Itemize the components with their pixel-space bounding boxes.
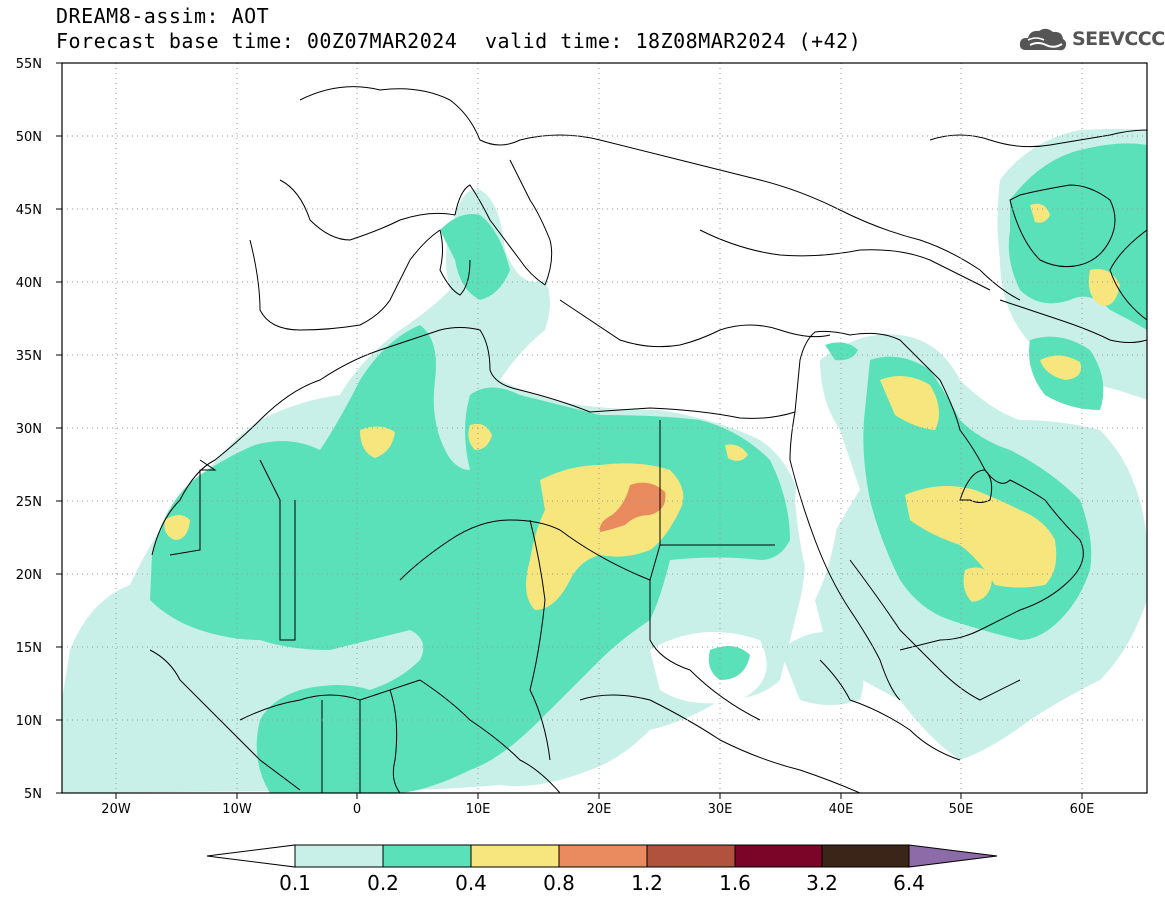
colorbar-label: 0.8 [543,871,575,895]
lat-label: 20N [16,568,42,583]
aot-contour-0.8 [599,482,666,532]
colorbar-label: 0.1 [279,871,311,895]
lat-label: 40N [16,276,42,291]
colorbar-cell [470,844,560,868]
colorbar-label: 1.2 [631,871,663,895]
colorbar-label: 6.4 [893,871,925,895]
colorbar-cell [821,844,910,868]
longitude-labels: 20W 10W 0 10E 20E 30E 40E 50E 60E [101,802,1094,817]
cloud-logo-icon [1019,28,1067,51]
lon-label: 0 [353,802,361,817]
colorbar-cell [734,844,823,868]
lon-label: 40E [829,802,854,817]
gridlines [62,63,1147,793]
axis-ticks [56,62,1083,799]
colorbar-cell [382,844,472,868]
lon-label: 60E [1070,802,1095,817]
valid-time: valid time: 18Z08MAR2024 (+42) [485,29,862,53]
lat-label: 45N [16,203,42,218]
colorbar-cell [294,844,384,868]
lat-label: 5N [24,787,42,802]
map-title: DREAM8-assim: AOT [56,4,270,28]
colorbar-label: 0.2 [367,871,399,895]
forecast-base-time: Forecast base time: 00Z07MAR2024 [56,29,458,53]
lat-label: 35N [16,349,42,364]
colorbar-cell [646,844,736,868]
lat-label: 50N [16,130,42,145]
colorbar-label: 0.4 [455,871,487,895]
colorbar-min-arrow [206,844,296,868]
lat-label: 15N [16,641,42,656]
colorbar-cell [558,844,648,868]
colorbar-labels: 0.1 0.2 0.4 0.8 1.2 1.6 3.2 6.4 [279,871,925,895]
lon-label: 10W [222,802,252,817]
lat-label: 55N [16,57,42,72]
colorbar-label: 3.2 [806,871,838,895]
lon-label: 10E [466,802,491,817]
logo-text: SEEVCCC [1072,28,1165,50]
colorbar-label: 1.6 [719,871,751,895]
lon-label: 20E [587,802,612,817]
lon-label: 50E [949,802,974,817]
lat-label: 10N [16,714,42,729]
lon-label: 20W [101,802,131,817]
lat-label: 30N [16,422,42,437]
coastlines [149,86,1147,793]
seevccc-logo: SEEVCCC [1018,24,1165,54]
latitude-labels: 55N 50N 45N 40N 35N 30N 25N 20N 15N 10N … [16,57,42,802]
lon-label: 30E [708,802,733,817]
colorbar-max-arrow [908,844,998,868]
colorbar [206,844,998,868]
lat-label: 25N [16,495,42,510]
